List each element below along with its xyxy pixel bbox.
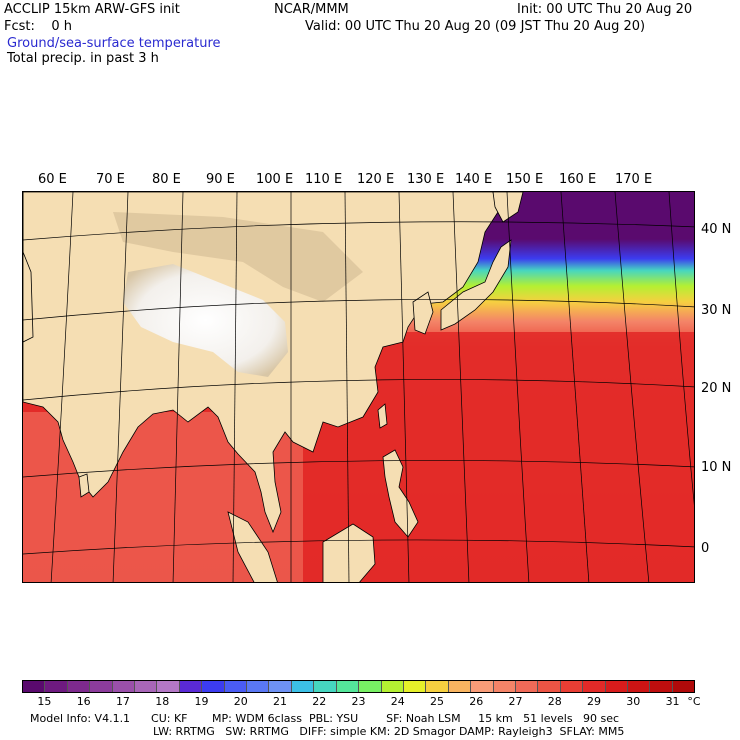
longitude-label: 160 E xyxy=(559,172,597,187)
land-sumatra xyxy=(227,511,278,582)
terrain-shading xyxy=(113,212,363,302)
longitude-label: 120 E xyxy=(357,172,395,187)
colorbar-label: 31 xyxy=(665,695,680,708)
colorbar-swatch xyxy=(627,681,651,692)
land-korea xyxy=(412,291,434,335)
colorbar-swatch xyxy=(224,681,248,692)
colorbar-swatch xyxy=(650,681,673,692)
longitude-label: 130 E xyxy=(407,172,445,187)
colorbar-swatch xyxy=(157,681,180,692)
colorbar-swatch xyxy=(23,681,46,692)
field-name-precip: Total precip. in past 3 h xyxy=(7,51,159,66)
valid-time: Valid: 00 UTC Thu 20 Aug 20 (09 JST Thu … xyxy=(305,19,646,34)
colorbar-label: 20 xyxy=(233,695,248,708)
land-west xyxy=(23,192,34,343)
colorbar-swatch xyxy=(672,681,695,692)
colorbar-label: 28 xyxy=(547,695,562,708)
colorbar-swatch xyxy=(247,681,270,692)
colorbar-label: 24 xyxy=(390,695,405,708)
latitude-label: 30 N xyxy=(701,303,732,318)
colorbar-unit: °C xyxy=(687,695,701,708)
latitude-label: 40 N xyxy=(701,222,732,237)
latitude-label: 0 xyxy=(701,541,710,556)
land-sri-lanka xyxy=(78,473,90,498)
latitude-label: 10 N xyxy=(701,460,732,475)
tibetan-plateau xyxy=(123,264,288,377)
colorbar-label: 17 xyxy=(115,695,130,708)
colorbar-label: 22 xyxy=(312,695,327,708)
colorbar-swatch xyxy=(403,681,427,692)
colorbar-swatch xyxy=(515,681,539,692)
colorbar-label: 23 xyxy=(351,695,366,708)
map-panel xyxy=(22,191,695,583)
colorbar-swatch xyxy=(135,681,158,692)
init-time: Init: 00 UTC Thu 20 Aug 20 xyxy=(517,2,693,17)
longitude-label: 80 E xyxy=(152,172,181,187)
colorbar-label: 30 xyxy=(626,695,641,708)
longitude-label: 90 E xyxy=(206,172,235,187)
colorbar-label: 19 xyxy=(194,695,209,708)
colorbar-swatch xyxy=(202,681,225,692)
colorbar xyxy=(22,680,695,693)
colorbar-swatch xyxy=(314,681,337,692)
forecast-hour: Fcst: 0 h xyxy=(4,19,73,34)
colorbar-label: 26 xyxy=(469,695,484,708)
colorbar-swatch xyxy=(112,681,136,692)
map-canvas xyxy=(23,192,694,582)
colorbar-label: 18 xyxy=(155,695,170,708)
colorbar-swatch xyxy=(448,681,472,692)
colorbar-swatch xyxy=(493,681,516,692)
longitude-label: 110 E xyxy=(305,172,343,187)
colorbar-swatch xyxy=(359,681,382,692)
land-taiwan xyxy=(377,403,388,429)
longitude-label: 150 E xyxy=(506,172,544,187)
longitude-label: 170 E xyxy=(615,172,653,187)
colorbar-swatch xyxy=(179,681,203,692)
longitude-label: 60 E xyxy=(38,172,67,187)
colorbar-swatch xyxy=(269,681,292,692)
colorbar-swatch xyxy=(381,681,404,692)
colorbar-swatch xyxy=(538,681,561,692)
title-run: ACCLIP 15km ARW-GFS init xyxy=(4,2,180,17)
colorbar-label: 16 xyxy=(76,695,91,708)
colorbar-label: 21 xyxy=(272,695,287,708)
title-org: NCAR/MMM xyxy=(274,2,349,17)
longitude-label: 100 E xyxy=(256,172,294,187)
colorbar-label: 29 xyxy=(587,695,602,708)
colorbar-swatch xyxy=(90,681,113,692)
model-info-line2: LW: RRTMG SW: RRTMG DIFF: simple KM: 2D … xyxy=(153,725,625,738)
colorbar-swatch xyxy=(583,681,606,692)
colorbar-label: 15 xyxy=(37,695,52,708)
colorbar-swatch xyxy=(605,681,628,692)
land-philippines xyxy=(382,449,419,538)
colorbar-label: 25 xyxy=(430,695,445,708)
colorbar-swatch xyxy=(426,681,449,692)
colorbar-label: 27 xyxy=(508,695,523,708)
colorbar-swatch xyxy=(560,681,584,692)
colorbar-swatch xyxy=(471,681,494,692)
colorbar-swatch xyxy=(336,681,360,692)
graticule xyxy=(23,192,694,582)
model-info-line1: Model Info: V4.1.1 CU: KF MP: WDM 6class… xyxy=(30,712,620,725)
land-japan xyxy=(440,239,512,331)
field-name-sst: Ground/sea-surface temperature xyxy=(7,36,221,51)
longitude-label: 140 E xyxy=(455,172,493,187)
colorbar-swatch xyxy=(291,681,315,692)
colorbar-swatch xyxy=(45,681,68,692)
colorbar-swatch xyxy=(67,681,91,692)
longitude-label: 70 E xyxy=(96,172,125,187)
latitude-label: 20 N xyxy=(701,381,732,396)
